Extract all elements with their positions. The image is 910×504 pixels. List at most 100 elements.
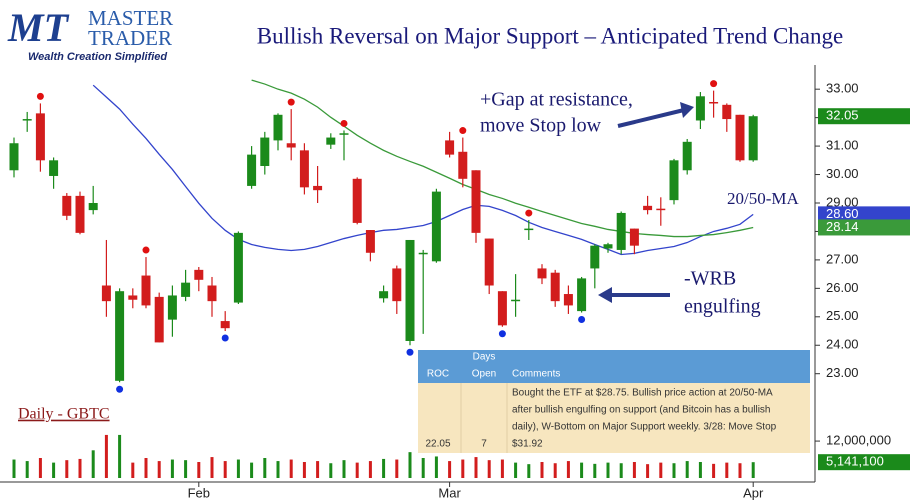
moving-average	[251, 79, 754, 238]
volume-bar	[632, 462, 636, 478]
candle-body	[88, 202, 98, 211]
candle-body	[629, 228, 639, 246]
volume-bar	[421, 458, 425, 478]
x-tick-label: Feb	[188, 485, 210, 500]
volume-bar	[276, 461, 280, 478]
candle-body	[431, 191, 441, 262]
logo-line: MASTER	[88, 6, 173, 30]
candle-body	[537, 268, 547, 279]
volume-bar	[263, 458, 267, 478]
candle-body	[392, 268, 402, 302]
candle-body	[484, 238, 494, 286]
volume-bar	[527, 464, 531, 478]
candle-body	[233, 232, 243, 303]
candle-body	[9, 143, 19, 171]
pivot-low	[116, 385, 124, 393]
candle-body	[62, 195, 72, 216]
volume-bar	[342, 460, 346, 478]
volume-bar	[144, 458, 148, 478]
volume-bar	[698, 462, 702, 478]
value-badge-label: 5,141,100	[826, 454, 884, 469]
pivot-high	[142, 246, 150, 254]
volume-bar	[672, 463, 676, 478]
volume-bar	[78, 458, 82, 478]
volume-bar	[38, 458, 42, 478]
volume-bar	[12, 459, 16, 478]
candle-body	[458, 151, 468, 179]
candle-body	[365, 230, 375, 253]
value-badge	[818, 206, 910, 223]
pivot-high	[36, 92, 44, 100]
volume-bar	[52, 462, 56, 478]
candle-body	[735, 114, 745, 161]
value-badge-label: 28.60	[826, 206, 859, 221]
candle-body	[511, 299, 521, 302]
candle-body	[181, 282, 191, 297]
value-badge	[818, 108, 910, 125]
candle-body	[141, 275, 151, 306]
arrowhead	[598, 287, 612, 303]
value-badge	[818, 454, 910, 471]
volume-bar	[382, 458, 386, 478]
volume-bar	[368, 461, 372, 478]
logo-mark: MT	[7, 5, 70, 50]
candle-body	[220, 321, 230, 329]
candle-body	[260, 137, 270, 167]
volume-bar	[65, 460, 69, 478]
volume-bar	[157, 461, 161, 478]
volume-bar	[197, 462, 201, 478]
chart-title: Bullish Reversal on Major Support – Anti…	[257, 23, 843, 48]
candle-body	[352, 178, 362, 223]
candle-body	[603, 244, 613, 249]
candle-body	[669, 160, 679, 201]
table-cell: Bought the ETF at $28.75. Bullish price …	[512, 388, 773, 399]
candle-body	[497, 291, 507, 326]
value-badge	[818, 219, 910, 236]
candle-body	[35, 113, 45, 161]
candle-body	[299, 150, 309, 188]
annotation: move Stop low	[480, 115, 602, 137]
candle-body	[695, 96, 705, 121]
candle-body	[49, 160, 59, 176]
volume-bar	[646, 464, 650, 478]
y-tick-label: 26.00	[826, 280, 859, 295]
candle-body	[194, 269, 204, 280]
y-tick-label: 12,000,000	[826, 433, 891, 448]
candle-body	[709, 101, 719, 104]
moving-average	[92, 84, 754, 256]
table-header-cell: Comments	[512, 369, 560, 380]
volume-bar	[223, 461, 227, 478]
annotation: -WRB	[684, 268, 736, 290]
annotation: +Gap at resistance,	[480, 89, 633, 111]
candle-body	[339, 133, 349, 135]
table-cell: 22.05	[425, 439, 450, 450]
y-tick-label: 24.00	[826, 337, 859, 352]
volume-bar	[170, 459, 174, 478]
volume-bar	[540, 462, 544, 478]
pivot-high	[710, 80, 718, 88]
y-tick-label: 23.00	[826, 365, 859, 380]
candle-body	[418, 252, 428, 255]
volume-bar	[25, 461, 29, 478]
volume-bar	[118, 434, 122, 478]
y-tick-label: 25.00	[826, 308, 859, 323]
candle-body	[379, 291, 389, 299]
table-header-cell: Open	[472, 369, 496, 380]
volume-bar	[461, 459, 465, 478]
volume-bar	[500, 459, 504, 478]
candle-body	[75, 195, 85, 233]
volume-bar	[395, 459, 399, 478]
volume-bar	[474, 457, 478, 478]
pivot-high	[459, 127, 467, 135]
annotation: 20/50-MA	[727, 189, 800, 208]
pivot-high	[340, 119, 348, 127]
table-header-cell: Days	[473, 352, 496, 363]
pivot-low	[498, 330, 506, 338]
pivot-high	[525, 209, 533, 217]
volume-bar	[434, 456, 438, 478]
candle-body	[550, 272, 560, 302]
volume-bar	[580, 462, 584, 478]
annotation: engulfing	[684, 296, 761, 318]
y-tick-label: 27.00	[826, 251, 859, 266]
